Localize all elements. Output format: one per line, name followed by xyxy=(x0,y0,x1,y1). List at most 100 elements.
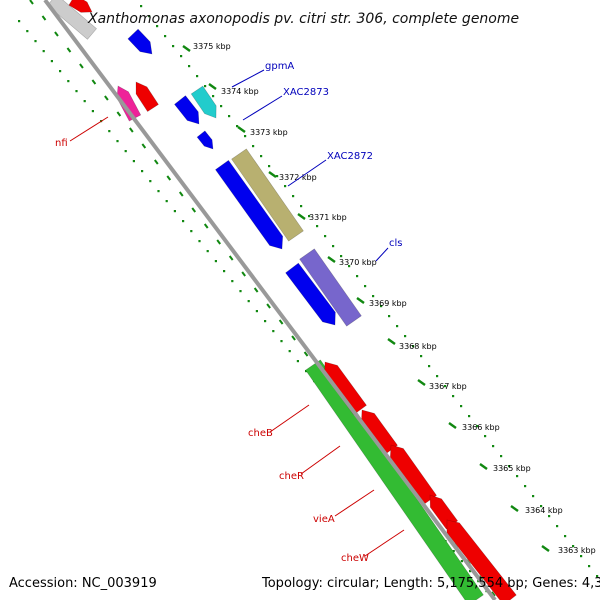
gene-label-connector xyxy=(364,529,405,557)
kbp-tick-mark xyxy=(417,379,426,386)
reverse-tick-dot xyxy=(255,310,258,313)
forward-tick-dot xyxy=(236,125,239,128)
forward-tick-dot xyxy=(588,565,591,568)
forward-tick-dot xyxy=(372,295,375,298)
cds-gpmA xyxy=(190,85,217,119)
kbp-tick-mark xyxy=(356,297,365,304)
reverse-tick-dash xyxy=(116,111,122,117)
backbone-line xyxy=(43,0,497,600)
gene-label-connector xyxy=(269,404,310,433)
reverse-tick-dash xyxy=(54,31,59,37)
reverse-tick-dash xyxy=(129,127,134,133)
reverse-tick-dash xyxy=(41,15,47,21)
gene-label-connector xyxy=(231,69,265,88)
forward-tick-dot xyxy=(228,115,231,118)
forward-tick-dot xyxy=(396,325,399,328)
kbp-tick-label: 3364 kbp xyxy=(525,506,563,515)
forward-tick-dot xyxy=(148,15,151,18)
kbp-tick-label: 3375 kbp xyxy=(193,42,231,51)
forward-tick-dot xyxy=(436,375,439,378)
forward-tick-dot xyxy=(532,495,535,498)
reverse-tick-dash xyxy=(141,143,147,149)
reverse-tick-dash xyxy=(91,79,97,85)
forward-tick-dot xyxy=(356,275,359,278)
kbp-tick-label: 3371 kbp xyxy=(309,213,347,222)
forward-tick-dot xyxy=(492,445,495,448)
reverse-tick-dash xyxy=(291,335,296,341)
kbp-tick-label: 3374 kbp xyxy=(221,87,259,96)
forward-tick-dot xyxy=(572,545,575,548)
reverse-tick-dash xyxy=(191,207,197,213)
gene-label-cls: cls xyxy=(389,238,403,249)
reverse-tick-dash xyxy=(203,223,209,229)
reverse-tick-dot xyxy=(42,50,45,53)
forward-tick-dot xyxy=(340,255,343,258)
gene-label-connector xyxy=(300,445,341,475)
forward-tick-dot xyxy=(172,45,175,48)
reverse-tick-dot xyxy=(469,570,472,573)
kbp-tick-label: 3369 kbp xyxy=(369,299,407,308)
forward-tick-dot xyxy=(156,25,159,28)
forward-tick-dot xyxy=(284,185,287,188)
reverse-tick-dot xyxy=(264,320,267,323)
forward-tick-dot xyxy=(292,195,295,198)
forward-tick-dot xyxy=(212,95,215,98)
forward-tick-dot xyxy=(204,85,207,88)
forward-tick-dot xyxy=(252,145,255,148)
reverse-tick-dot xyxy=(288,350,291,353)
cds-cls xyxy=(299,248,362,327)
reverse-tick-dash xyxy=(79,63,84,69)
reverse-pseudo-grey xyxy=(47,0,97,40)
reverse-tick-dash xyxy=(66,47,72,53)
feature-layer xyxy=(47,0,517,600)
gene-labels: gpmA XAC2873 XAC2872 cls nfi cheB cheR vieA cheW xyxy=(55,61,405,564)
kbp-tick-mark xyxy=(448,422,457,429)
gene-label-nfi: nfi xyxy=(55,138,68,149)
reverse-tick-dot xyxy=(26,30,29,33)
forward-tick-dot xyxy=(484,435,487,438)
forward-tick-dot xyxy=(324,235,327,238)
forward-tick-dot xyxy=(348,265,351,268)
forward-tick-dot xyxy=(468,415,471,418)
forward-tick-dot xyxy=(308,215,311,218)
forward-tick-dot xyxy=(276,175,279,178)
kbp-tick-mark xyxy=(297,213,306,220)
gene-label-gpmA: gpmA xyxy=(265,61,294,72)
forward-tick-dot xyxy=(580,555,583,558)
forward-tick-dot xyxy=(268,165,271,168)
reverse-tick-dash xyxy=(241,271,246,277)
kbp-tick-label: 3365 kbp xyxy=(493,464,531,473)
reverse-tick-dot xyxy=(173,210,176,213)
reverse-tick-dash xyxy=(228,255,234,261)
forward-tick-dot xyxy=(596,575,599,578)
reverse-tick-dot xyxy=(50,60,53,63)
reverse-tick-dot xyxy=(108,130,111,133)
kbp-tick-label: 3363 kbp xyxy=(558,546,596,555)
forward-gene-a xyxy=(174,95,200,125)
forward-tick-dot xyxy=(220,105,223,108)
reverse-tick-dash xyxy=(29,0,34,5)
reverse-tick-dot xyxy=(91,110,94,113)
reverse-gene-3 xyxy=(389,444,437,506)
forward-tick-dot xyxy=(332,245,335,248)
reverse-tick-dash xyxy=(216,239,221,245)
forward-tick-dot xyxy=(548,515,551,518)
forward-tick-dot xyxy=(140,5,143,8)
accession-text: Accession: NC_003919 xyxy=(9,576,157,591)
reverse-tick-dash xyxy=(104,95,109,101)
reverse-cds-band xyxy=(305,359,484,600)
reverse-tick-dash xyxy=(154,159,159,165)
reverse-gene-top xyxy=(68,0,93,13)
reverse-tick-dot xyxy=(59,70,62,73)
kbp-tick-mark xyxy=(237,126,246,133)
forward-tick-dot xyxy=(260,155,263,158)
kbp-tick-label: 3370 kbp xyxy=(339,258,377,267)
gene-label-cheW: cheW xyxy=(341,553,369,564)
forward-tick-dot xyxy=(180,55,183,58)
reverse-tick-dash xyxy=(253,287,259,293)
reverse-tick-dot xyxy=(231,280,234,283)
forward-tick-dot xyxy=(404,335,407,338)
forward-tick-dot xyxy=(460,405,463,408)
reverse-tick-dot xyxy=(239,290,242,293)
